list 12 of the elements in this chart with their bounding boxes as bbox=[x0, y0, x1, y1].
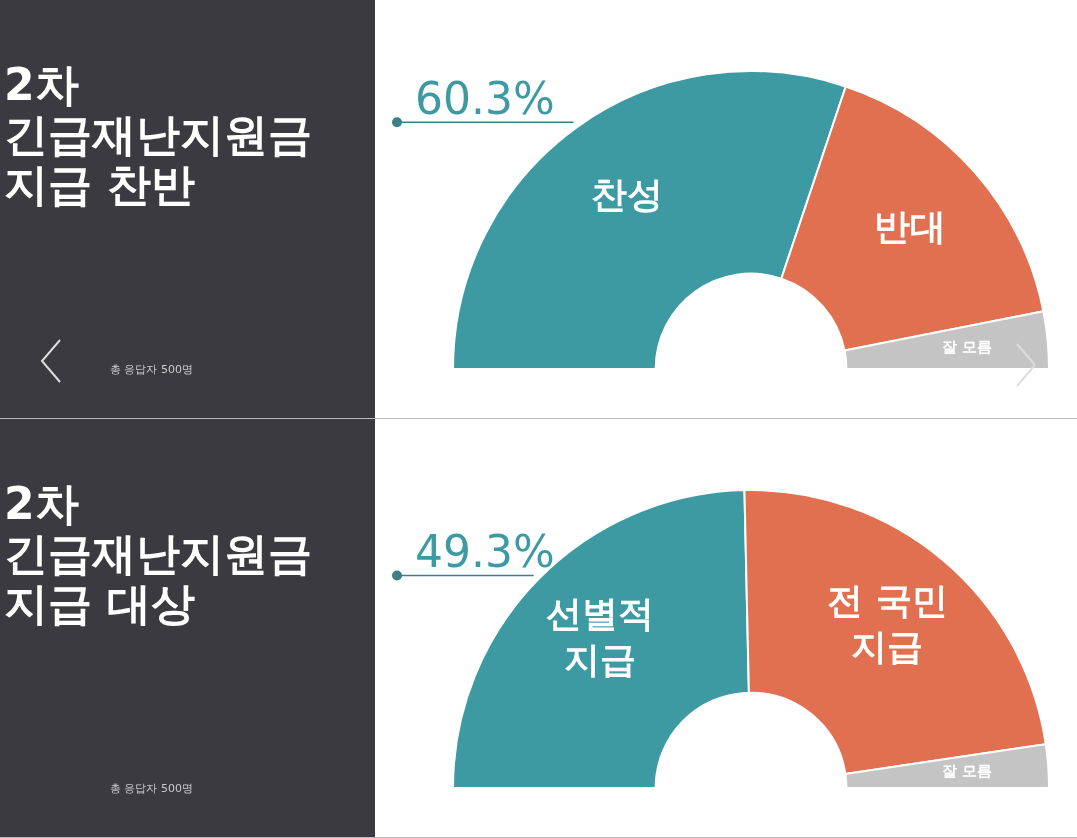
text: 총 응답자 500명 bbox=[110, 362, 193, 377]
text: 2차 긴급재난지원금 지급 찬반 bbox=[4, 59, 312, 210]
data-label: 60.3% bbox=[415, 73, 555, 125]
slice-label: 전 국민 지급 bbox=[827, 579, 948, 667]
data-label: 49.3% bbox=[415, 526, 555, 578]
slice-label: 반대 bbox=[874, 205, 946, 247]
text: 2차 긴급재난지원금 지급 대상 bbox=[4, 478, 312, 629]
slice-label: 선별적 지급 bbox=[545, 593, 654, 681]
slice-label: 잘 모름 bbox=[941, 761, 993, 780]
text: 총 응답자 500명 bbox=[110, 781, 193, 796]
slice-label: 찬성 bbox=[591, 173, 664, 215]
slice-label: 잘 모름 bbox=[941, 337, 992, 356]
